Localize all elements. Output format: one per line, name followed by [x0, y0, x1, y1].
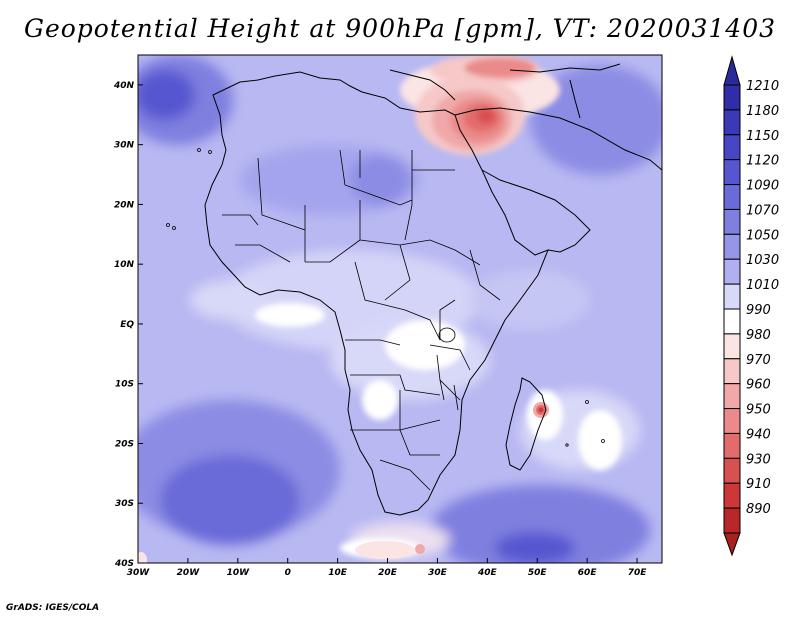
colorbar-swatch [723, 258, 741, 285]
colorbar-label: 1070 [746, 203, 779, 218]
east-madagascar-white [578, 410, 622, 470]
colorbar: 1210 1180 1150 1120 1090 1070 1050 1030 1010 990 9… [723, 55, 779, 557]
colorbar-label: 980 [746, 328, 771, 343]
madagascar-cyclone [533, 402, 549, 418]
credit-label: GrADS: IGES/COLA [6, 603, 100, 613]
cape-low-spot [138, 541, 425, 563]
colorbar-label: 1050 [746, 228, 779, 243]
colorbar-swatch [723, 283, 741, 310]
colorbar-label: 1120 [746, 154, 779, 169]
colorbar-swatch [723, 184, 741, 210]
lon-tick-label: 20E [378, 568, 398, 578]
lat-tick-label: 40S [114, 559, 134, 569]
colorbar-label: 990 [746, 303, 771, 318]
lon-tick-label: 10E [328, 568, 348, 578]
colorbar-swatch [723, 308, 741, 335]
lon-tick-label: 40E [477, 568, 498, 578]
indian-high-south [430, 485, 650, 563]
map-frame [137, 54, 663, 564]
colorbar-swatch [723, 208, 741, 235]
colorbar-label: 1210 [746, 79, 779, 94]
lat-tick-label: 20S [115, 439, 134, 449]
lat-tick-label: EQ [120, 320, 134, 330]
colorbar-swatch [723, 84, 741, 111]
colorbar-label: 1030 [746, 253, 779, 268]
colorbar-swatch [723, 507, 741, 534]
geopotential-field [138, 55, 662, 563]
arabian-sea-pale [470, 270, 590, 330]
lon-tick-label: 70E [628, 568, 648, 578]
islands [166, 148, 605, 447]
country-borders [222, 149, 501, 491]
black-sea-caspian [509, 63, 621, 73]
madagascar-coast [505, 377, 547, 471]
colorbar-top-arrow [723, 55, 741, 86]
colorbar-swatch [723, 408, 741, 434]
latitude-axis: 40N 30N 20N 10N EQ 10S 20S 30S 40S [113, 81, 143, 569]
coastlines [204, 63, 662, 516]
lon-tick-label: 30W [127, 568, 151, 578]
lat-tick-label: 30S [115, 499, 134, 509]
colorbar-swatch [723, 333, 741, 360]
atlantic-high-core [138, 70, 195, 120]
colorbar-label: 970 [746, 353, 771, 368]
colorbar-swatch [723, 233, 741, 260]
colorbar-label: 1150 [746, 129, 779, 144]
colorbar-swatch [723, 134, 741, 161]
colorbar-label: 1180 [746, 104, 779, 119]
colorbar-label: 940 [746, 427, 771, 442]
colorbar-swatch [723, 159, 741, 186]
lon-tick-label: 50E [528, 568, 548, 578]
arabia-coast [481, 169, 591, 253]
asia-high [530, 65, 662, 175]
colorbar-label: 910 [746, 477, 771, 492]
lat-tick-label: 40N [113, 81, 135, 91]
lon-tick-label: 10W [227, 568, 251, 578]
colorbar-label: 960 [746, 378, 771, 393]
lat-tick-label: 10N [114, 260, 135, 270]
colorbar-swatch [723, 383, 741, 410]
lon-tick-label: 60E [578, 568, 598, 578]
colorbar-swatch [723, 358, 741, 385]
mediterranean-north [389, 69, 456, 101]
colorbar-swatch [723, 432, 741, 459]
caspian-west [569, 79, 581, 119]
longitude-axis: 30W 20W 10W 0 10E 20E 30E 40E 50E 60E 70E [127, 558, 647, 578]
mideast-low [415, 58, 535, 155]
colorbar-label: 930 [746, 452, 771, 467]
colorbar-label: 890 [746, 502, 771, 517]
lon-tick-label: 30E [428, 568, 448, 578]
colorbar-swatch [723, 482, 741, 509]
colorbar-label: 1010 [746, 278, 779, 293]
colorbar-label: 1090 [746, 179, 779, 194]
lakes [436, 327, 459, 411]
arabia-iran-coast [454, 107, 662, 171]
colorbar-swatch [723, 457, 741, 484]
lat-tick-label: 10S [115, 380, 134, 390]
lon-tick-label: 20W [177, 568, 201, 578]
colorbar-bottom-arrow [723, 532, 741, 557]
lat-tick-label: 30N [114, 141, 135, 151]
lat-tick-label: 20N [114, 200, 135, 210]
lon-tick-label: 0 [285, 568, 291, 578]
colorbar-swatch [723, 109, 741, 136]
colorbar-label: 950 [746, 403, 771, 418]
angola-white [362, 380, 398, 420]
congo-white [385, 320, 465, 370]
indian-high-south-core [495, 532, 575, 563]
map-title: Geopotential Height at 900hPa [gpm], VT:… [23, 14, 777, 43]
atlantic-high-south-core [160, 455, 300, 545]
guinea-white [255, 303, 325, 327]
